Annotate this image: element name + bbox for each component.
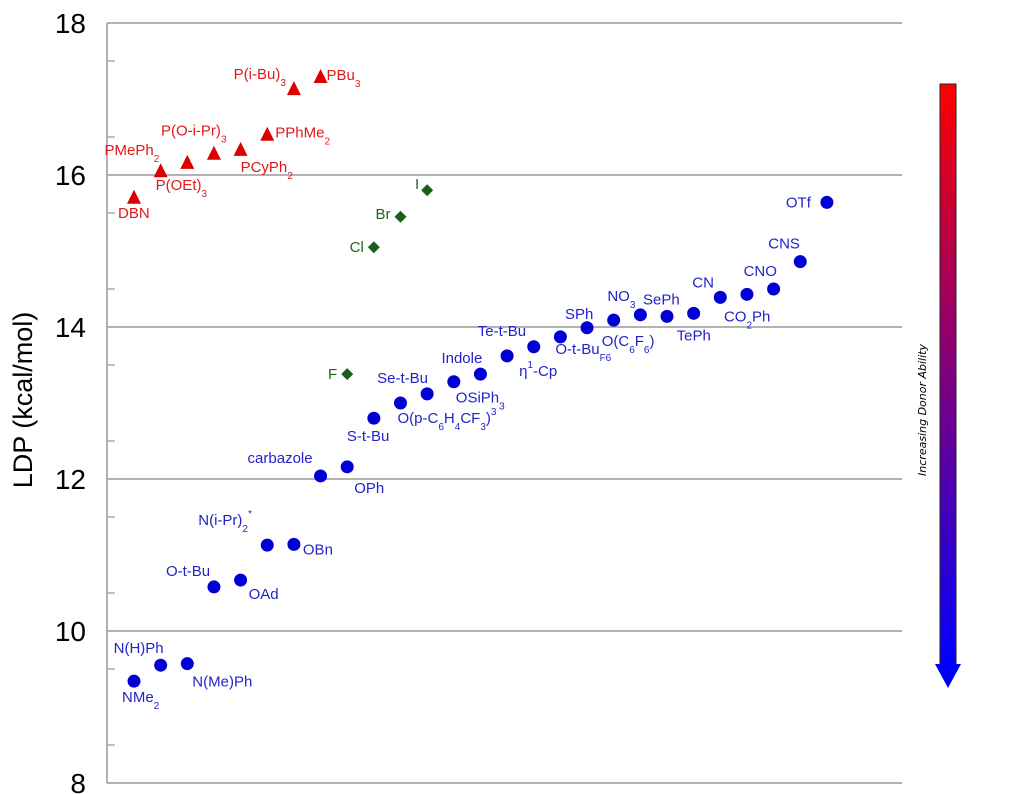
y-axis bbox=[106, 23, 902, 784]
data-label: P(O-i-Pr)3 bbox=[161, 123, 227, 146]
data-point-circle bbox=[234, 573, 248, 587]
data-point-triangle bbox=[313, 68, 328, 83]
data-point-diamond bbox=[394, 210, 407, 223]
data-label: F bbox=[328, 366, 337, 383]
data-label: NO3 bbox=[607, 288, 636, 311]
data-label: NMe2 bbox=[122, 689, 160, 712]
data-label: Te-t-Bu bbox=[478, 323, 526, 340]
y-axis-title: LDP (kcal/mol) bbox=[8, 312, 38, 489]
data-label: O-t-BuF6 bbox=[555, 341, 611, 364]
data-point-circle bbox=[607, 313, 621, 327]
y-tick-label: 10 bbox=[55, 616, 86, 647]
arrow-shaft bbox=[939, 83, 957, 667]
data-point-diamond bbox=[421, 184, 434, 197]
data-label: N(H)Ph bbox=[114, 640, 164, 657]
data-point-circle bbox=[820, 195, 834, 209]
data-label: P(OEt)3 bbox=[156, 177, 208, 200]
data-point-circle bbox=[394, 396, 407, 410]
data-label: PMePh2 bbox=[105, 142, 160, 165]
data-label: OTf bbox=[786, 194, 812, 211]
data-label: O-t-Bu bbox=[166, 563, 210, 580]
data-label: CO2Ph bbox=[724, 308, 770, 331]
data-point-circle bbox=[447, 375, 461, 389]
data-label: carbazole bbox=[248, 450, 313, 467]
data-label: TePh bbox=[677, 327, 711, 344]
data-label: I bbox=[415, 176, 419, 193]
data-label: CN bbox=[692, 274, 714, 291]
data-label: CNO bbox=[744, 263, 777, 280]
data-point-triangle bbox=[127, 189, 141, 204]
data-point-circle bbox=[473, 367, 487, 381]
data-label: SePh bbox=[643, 291, 680, 308]
arrow-head-icon bbox=[935, 664, 961, 688]
data-label: PCyPh2 bbox=[241, 159, 294, 182]
data-label: PPhMe2 bbox=[275, 125, 330, 148]
data-label: P(i-Bu)3 bbox=[234, 66, 287, 89]
data-point-circle bbox=[180, 657, 194, 671]
data-point-circle bbox=[740, 287, 754, 301]
data-label: OBn bbox=[303, 541, 333, 558]
data-point-triangle bbox=[260, 126, 275, 141]
data-point-triangle bbox=[153, 163, 168, 178]
data-point-circle bbox=[314, 469, 328, 483]
data-point-circle bbox=[127, 674, 141, 688]
data-label: Cl bbox=[350, 239, 364, 256]
data-point-circle bbox=[527, 340, 541, 354]
data-point-triangle bbox=[206, 145, 221, 160]
data-label: Se-t-Bu bbox=[377, 370, 428, 387]
data-label: OSiPh3 bbox=[456, 390, 505, 413]
y-tick-label: 16 bbox=[55, 160, 86, 191]
data-label: N(Me)Ph bbox=[192, 674, 252, 691]
data-label: DBN bbox=[118, 205, 150, 222]
data-label: O(C6F6) bbox=[602, 333, 655, 356]
data-point-circle bbox=[207, 580, 221, 594]
data-label: η1-Cp bbox=[519, 360, 557, 380]
data-points bbox=[127, 68, 834, 688]
y-tick-label: 12 bbox=[55, 464, 86, 495]
data-point-circle bbox=[633, 308, 647, 322]
data-point-circle bbox=[767, 282, 781, 296]
y-tick-label: 8 bbox=[70, 768, 86, 794]
data-label: CNS bbox=[768, 236, 800, 253]
donor-ability-label: Increasing Donor Ability bbox=[916, 344, 929, 476]
data-point-circle bbox=[687, 306, 701, 320]
data-label: PBu3 bbox=[327, 67, 361, 90]
data-point-circle bbox=[340, 460, 354, 474]
data-label: S-t-Bu bbox=[347, 428, 390, 445]
y-ticks: 8 10 12 14 16 18 bbox=[55, 8, 115, 794]
data-point-circle bbox=[260, 538, 274, 552]
y-tick-label: 14 bbox=[55, 312, 86, 343]
data-point-circle bbox=[660, 309, 674, 323]
data-label: OPh bbox=[354, 480, 384, 497]
donor-ability-arrow bbox=[935, 83, 961, 688]
data-point-triangle bbox=[180, 154, 195, 169]
data-point-triangle bbox=[286, 81, 301, 96]
data-point-circle bbox=[367, 411, 381, 425]
data-point-circle bbox=[793, 255, 807, 269]
data-point-circle bbox=[580, 321, 594, 335]
data-point-triangle bbox=[233, 141, 248, 156]
data-point-circle bbox=[713, 290, 727, 304]
y-tick-label: 18 bbox=[55, 8, 86, 39]
data-label: OAd bbox=[249, 586, 279, 603]
data-label: Br bbox=[376, 206, 391, 223]
data-point-circle bbox=[154, 658, 168, 672]
data-label: Indole bbox=[441, 350, 482, 367]
data-point-circle bbox=[420, 387, 434, 401]
data-point-circle bbox=[287, 537, 301, 551]
data-label: O(p-C6H4CF3)3 bbox=[398, 407, 497, 433]
data-point-diamond bbox=[367, 241, 380, 254]
grid-lines bbox=[107, 22, 902, 632]
data-point-circle bbox=[500, 349, 514, 363]
data-label: N(i-Pr)2* bbox=[198, 509, 252, 535]
data-label: SPh bbox=[565, 306, 593, 323]
data-point-diamond bbox=[341, 368, 354, 381]
data-point-circle bbox=[553, 330, 567, 344]
